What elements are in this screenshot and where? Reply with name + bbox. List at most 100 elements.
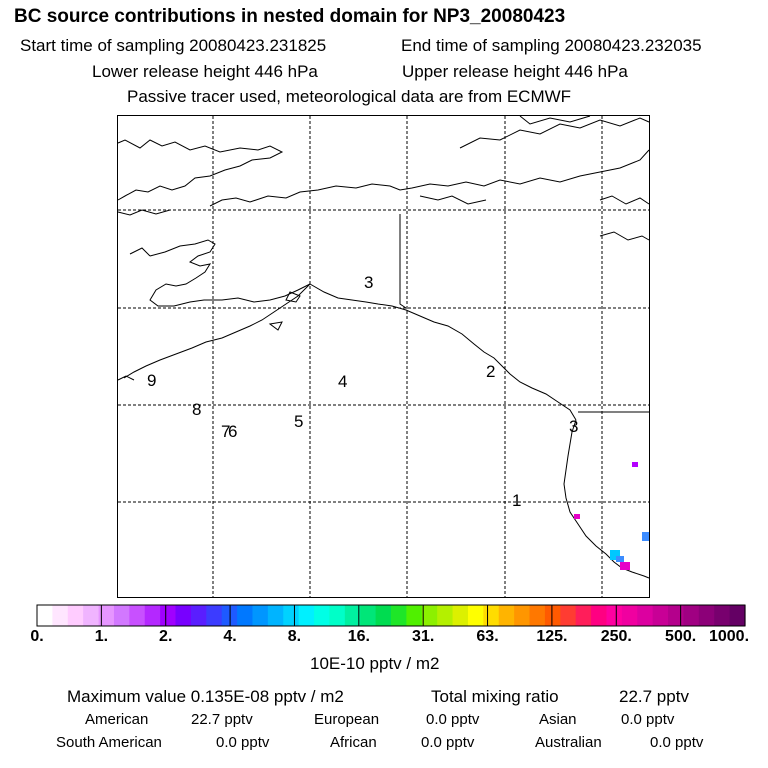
plume-patch xyxy=(620,562,630,570)
colorbar-swatch xyxy=(283,605,300,626)
max-value-label: Maximum value 0.135E-08 pptv / m2 xyxy=(67,687,344,706)
plume-patch xyxy=(642,532,649,541)
region-value-asian: 0.0 pptv xyxy=(621,711,675,728)
colorbar-swatch xyxy=(175,605,192,626)
plume-patches xyxy=(574,462,649,570)
colorbar-swatch xyxy=(375,605,392,626)
colorbar-swatch xyxy=(391,605,407,626)
coastline-hudson xyxy=(599,195,650,205)
colorbar-swatch xyxy=(452,605,469,626)
colorbar-tick-label: 4. xyxy=(223,628,237,645)
end-time-label: End time of sampling 20080423.232035 xyxy=(401,36,702,55)
colorbar-swatch xyxy=(467,605,484,626)
colorbar-swatch xyxy=(591,605,608,626)
region-value-european: 0.0 pptv xyxy=(426,711,480,728)
region-name-asian: Asian xyxy=(539,711,577,728)
region-value-south-american: 0.0 pptv xyxy=(216,734,270,751)
colorbar-swatch xyxy=(575,605,592,626)
colorbar-swatch xyxy=(360,605,377,626)
colorbar-tick-label: 2. xyxy=(159,628,173,645)
colorbar-swatch xyxy=(144,605,161,626)
upper-release-height: Upper release height 446 hPa xyxy=(402,62,628,81)
colorbar-tick-label: 500. xyxy=(665,628,697,645)
region-label: 3 xyxy=(364,273,373,292)
colorbar-swatch xyxy=(652,605,669,626)
coastline-aleutians xyxy=(117,375,135,381)
colorbar-swatch xyxy=(729,605,746,626)
colorbar-tick-label: 125. xyxy=(536,628,568,645)
colorbar-tick-label: 250. xyxy=(600,628,632,645)
region-label: 7 xyxy=(221,422,230,441)
colorbar-tick-label: 8. xyxy=(287,628,302,645)
total-mixing-label: Total mixing ratio xyxy=(431,687,559,706)
coastline-beaufort xyxy=(419,195,487,205)
region-labels: 1 2 3 3 4 5 6 7 8 9 xyxy=(147,273,578,510)
colorbar-unit-label: 10E-10 pptv / m2 xyxy=(310,654,440,673)
colorbar-swatch xyxy=(329,605,346,626)
borders xyxy=(399,214,649,413)
region-name-european: European xyxy=(314,711,380,728)
plot-title: BC source contributions in nested domain… xyxy=(14,6,566,27)
colorbar-swatch xyxy=(437,605,454,626)
coastline-seward xyxy=(129,247,151,257)
colorbar-tick-label: 1000. xyxy=(708,628,750,645)
colorbar-swatch xyxy=(314,605,331,626)
colorbar-swatch xyxy=(206,605,223,626)
colorbar-swatch xyxy=(421,605,438,626)
colorbar-swatch xyxy=(67,605,84,626)
colorbar-swatch xyxy=(252,605,269,626)
colorbar-swatch xyxy=(113,605,130,626)
coastlines xyxy=(117,115,650,579)
region-label: 6 xyxy=(228,422,237,441)
coastline-alaska-peninsula xyxy=(123,283,311,379)
colorbar-swatch xyxy=(37,605,53,626)
colorbar-swatch xyxy=(514,605,531,626)
map-grid xyxy=(118,116,649,597)
colorbar-swatch xyxy=(683,605,700,626)
colorbar-tick-label: 63. xyxy=(476,628,499,645)
colorbar-swatch xyxy=(637,605,654,626)
colorbar-swatch xyxy=(606,605,623,626)
coastline-siberia-south xyxy=(117,209,171,216)
region-name-australian: Australian xyxy=(535,734,602,751)
colorbar-swatch xyxy=(267,605,284,626)
region-name-african: African xyxy=(330,734,377,751)
border-alaska-canada xyxy=(399,214,407,309)
colorbar-swatch xyxy=(668,605,685,626)
region-label: 2 xyxy=(486,362,495,381)
colorbar-swatch xyxy=(529,605,546,626)
map-frame xyxy=(117,115,650,598)
colorbar-swatch xyxy=(160,605,177,626)
region-label: 1 xyxy=(512,491,521,510)
start-time-label: Start time of sampling 20080423.231825 xyxy=(20,36,327,55)
colorbar-swatch xyxy=(98,605,115,626)
region-label: 8 xyxy=(192,400,201,419)
region-label: 4 xyxy=(338,372,347,391)
plume-patch xyxy=(610,550,620,560)
coastline-siberia xyxy=(117,139,284,201)
region-label: 3 xyxy=(569,417,578,436)
lower-release-height: Lower release height 446 hPa xyxy=(92,62,318,81)
coastline-west-coast xyxy=(563,419,650,579)
colorbar-swatch xyxy=(52,605,69,626)
plume-patch xyxy=(632,462,638,467)
coastline-arctic-islands xyxy=(459,117,650,149)
coastline-island xyxy=(268,321,283,331)
coastline-gulf-of-alaska xyxy=(309,283,577,421)
colorbar-swatch xyxy=(190,605,207,626)
colorbar-tick-label: 1. xyxy=(94,628,109,645)
region-value-australian: 0.0 pptv xyxy=(650,734,704,751)
colorbar-swatch xyxy=(621,605,638,626)
region-value-american: 22.7 pptv xyxy=(191,711,253,728)
region-name-american: American xyxy=(85,711,149,728)
region-value-african: 0.0 pptv xyxy=(421,734,475,751)
colorbar-tick-label: 31. xyxy=(412,628,435,645)
colorbar-swatch xyxy=(237,605,254,626)
coastline-kodiak xyxy=(285,291,301,303)
colorbar-swatch xyxy=(560,605,577,626)
colorbar xyxy=(36,604,746,627)
coastline-hudson-2 xyxy=(599,231,650,241)
colorbar-tick-label: 16. xyxy=(347,628,370,645)
plume-patch xyxy=(574,514,580,519)
